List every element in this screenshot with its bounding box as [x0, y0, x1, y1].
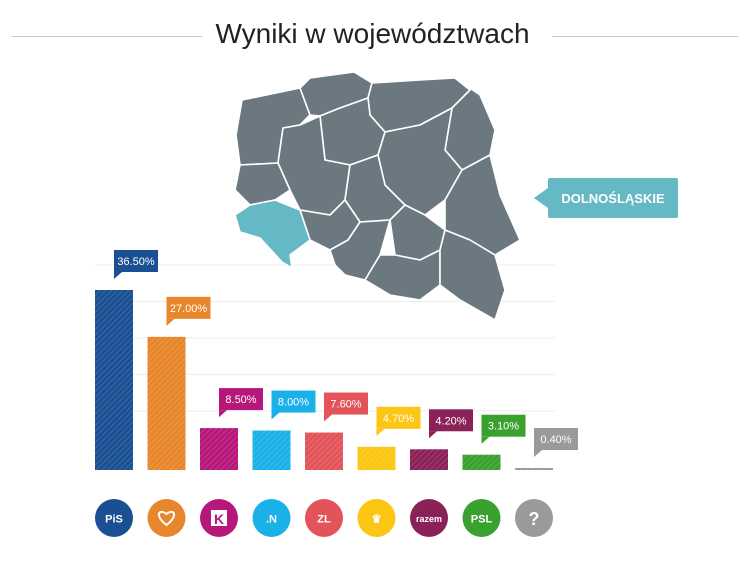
svg-text:PiS: PiS — [105, 514, 123, 526]
data-label-box — [376, 406, 421, 429]
region-podkarpackie[interactable] — [439, 229, 506, 321]
data-label-pointer — [271, 412, 280, 420]
svg-text:ZL: ZL — [317, 514, 331, 526]
bars-layer — [95, 290, 553, 470]
data-label: 8.00% — [278, 397, 309, 409]
bar-pis[interactable] — [95, 290, 133, 470]
svg-text:♛: ♛ — [372, 514, 382, 526]
data-label-pointer — [324, 414, 332, 422]
crown-logo-icon[interactable]: ♛ — [357, 499, 396, 537]
bar-[interactable] — [515, 468, 553, 470]
data-label-pointer — [376, 428, 385, 436]
data-label: 7.60% — [330, 399, 361, 411]
poland-map[interactable] — [234, 71, 521, 321]
data-label-box — [481, 414, 526, 437]
bar-kukiz[interactable] — [200, 428, 238, 470]
party-icons-layer: PiS K .N ZL ♛ razem PSL? — [95, 499, 553, 537]
svg-text:K: K — [214, 511, 224, 527]
bar-zl[interactable] — [305, 432, 343, 470]
data-label: 0.40% — [540, 434, 571, 446]
title-bar: Wyniki w województwach — [0, 14, 745, 54]
data-label-box — [324, 392, 368, 415]
page-title: Wyniki w województwach — [0, 18, 745, 50]
data-label: 8.50% — [225, 394, 256, 406]
pis-logo-icon[interactable]: PiS — [95, 499, 133, 537]
title-rule-right — [552, 36, 738, 37]
kukiz-logo-icon[interactable]: K — [200, 499, 238, 537]
title-rule-left — [12, 36, 202, 37]
data-label-box — [429, 409, 473, 432]
svg-text:?: ? — [529, 509, 540, 529]
data-label-pointer — [481, 436, 490, 444]
svg-text:.N: .N — [266, 514, 277, 526]
data-label-pointer — [219, 410, 227, 418]
region-dolnoslaskie[interactable] — [234, 199, 311, 269]
nowoczesna-logo-icon[interactable]: .N — [252, 499, 291, 537]
data-label: 27.00% — [170, 303, 208, 315]
data-label-box — [166, 296, 211, 319]
data-label-pointer — [429, 431, 437, 439]
data-label: 4.70% — [383, 413, 414, 425]
data-label-box — [219, 388, 263, 411]
data-label: 36.50% — [117, 256, 155, 268]
bar-n[interactable] — [252, 430, 291, 470]
data-label-box — [271, 390, 316, 413]
bar-po[interactable] — [147, 336, 186, 470]
data-label-box — [534, 428, 578, 450]
data-labels-layer: 36.50% 27.00% 8.50% 8.00% 7.60% 4.70% 4.20% 3.1… — [114, 250, 578, 457]
data-label-pointer — [114, 272, 122, 279]
bar-razem[interactable] — [410, 449, 448, 470]
unknown-logo-icon[interactable]: ? — [515, 499, 553, 537]
po-heart-logo-icon[interactable] — [147, 499, 186, 537]
data-label: 4.20% — [435, 415, 466, 427]
svg-text:razem: razem — [416, 514, 442, 524]
data-label: 3.10% — [488, 421, 519, 433]
psl-logo-icon[interactable]: PSL — [462, 499, 501, 537]
data-label-pointer — [534, 450, 542, 457]
razem-logo-icon[interactable]: razem — [410, 499, 448, 537]
data-label-pointer — [166, 318, 175, 326]
selected-region-tag: DOLNOŚLĄSKIE — [534, 178, 678, 218]
data-label-box — [114, 250, 158, 272]
bar-pslcrown[interactable] — [357, 446, 396, 470]
svg-text:PSL: PSL — [471, 514, 493, 526]
bar-psl[interactable] — [462, 454, 501, 470]
zl-logo-icon[interactable]: ZL — [305, 499, 343, 537]
